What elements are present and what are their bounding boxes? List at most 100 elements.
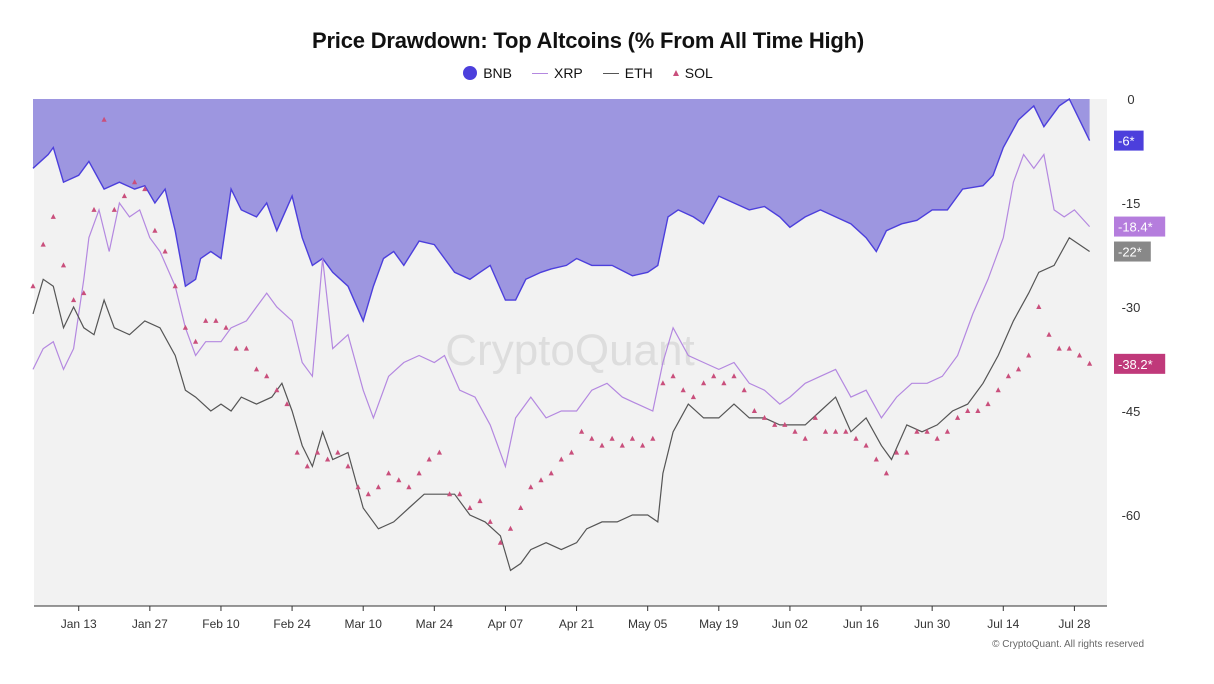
series-point-sol [121,193,127,199]
y-tick-label: 0 [1127,92,1134,107]
series-point-sol [670,373,676,379]
series-point-sol [650,435,656,441]
legend-marker-xrp [531,72,548,74]
x-tick-label: Jan 13 [61,617,97,631]
series-point-sol [579,428,585,434]
series-point-sol [853,435,859,441]
y-tick-label: -30 [1122,300,1141,315]
series-point-sol [172,283,178,289]
series-point-sol [558,456,564,462]
x-tick-label: Jun 02 [772,617,808,631]
legend-marker-sol [672,70,679,76]
y-tick-label: -15 [1122,196,1141,211]
legend-item-bnb[interactable]: BNB [463,65,512,81]
series-point-sol [152,227,158,233]
x-tick-label: Apr 07 [488,617,524,631]
y-tick-label: -45 [1122,404,1141,419]
legend-marker-eth [602,72,619,74]
series-point-sol [497,539,503,545]
series-point-sol [833,428,839,434]
series-point-sol [711,373,717,379]
series-point-sol [975,408,981,413]
series-point-sol [253,366,260,372]
series-point-sol [467,505,473,510]
series-point-sol [1046,331,1052,337]
series-point-sol [436,449,442,455]
series-point-sol [1036,304,1042,309]
series-point-sol [1087,360,1093,366]
series-point-sol [609,435,615,441]
series-point-sol [944,428,950,434]
series-point-sol [355,484,361,490]
series-point-sol [924,428,930,434]
x-tick-label: Mar 24 [416,617,454,631]
series-point-sol [81,290,87,296]
legend-item-xrp[interactable]: XRP [531,65,583,81]
series-point-sol [894,449,900,455]
series-point-sol [132,179,138,185]
series-point-sol [863,442,869,448]
series-point-sol [182,324,188,330]
x-tick-label: Jul 28 [1058,617,1090,631]
copyright-notice: © CryptoQuant. All rights reserved [992,639,1144,650]
series-point-sol [640,442,646,448]
series-point-sol [406,484,412,490]
x-tick-label: May 05 [628,617,668,631]
series-point-sol [335,449,341,455]
series-point-sol [995,387,1001,393]
series-point-sol [751,408,757,413]
legend-marker-bnb [463,66,478,80]
series-point-sol [518,505,524,510]
series-point-sol [386,470,392,476]
series-point-sol [792,428,798,434]
series-point-sol [101,116,107,122]
series-point-sol [71,297,77,303]
series-point-sol [965,408,971,413]
series-point-sol [487,518,493,524]
end-label-bg-eth [1114,241,1151,262]
series-line-bnb [32,97,1091,323]
series-point-sol [223,324,229,330]
series-point-sol [30,283,36,289]
end-label-xrp: -18.4* [1118,220,1153,235]
series-point-sol [741,387,747,393]
end-label-bg-xrp [1114,216,1166,237]
series-point-sol [162,248,168,254]
legend-label-bnb: BNB [483,65,512,81]
series-point-sol [680,387,686,393]
series-point-sol [60,262,67,268]
series-point-sol [568,449,575,455]
series-point-sol [914,428,920,434]
series-point-sol [365,491,371,497]
series-point-sol [243,345,249,351]
series-point-sol [345,463,351,469]
series-point-sol [955,414,961,420]
series-point-sol [325,456,331,462]
series-point-sol [772,421,778,427]
series-point-sol [660,380,666,386]
series-point-sol [619,442,625,448]
series-point-sol [843,428,849,434]
series-point-sol [1066,345,1072,351]
watermark: CryptoQuant [445,326,694,375]
series-point-sol [822,428,829,434]
series-point-sol [111,206,117,212]
series-point-sol [782,421,788,427]
series-point-sol [761,414,768,420]
series-point-sol [883,470,889,476]
x-tick-label: Feb 10 [202,617,240,631]
legend-item-sol[interactable]: SOL [672,65,713,81]
y-tick-label: -60 [1122,508,1141,523]
series-point-sol [1056,345,1062,351]
end-label-bnb: -6* [1118,134,1135,149]
series-point-sol [294,449,300,455]
legend-item-eth[interactable]: ETH [602,65,653,81]
chart-title: Price Drawdown: Top Altcoins (% From All… [311,28,865,53]
legend-label-sol: SOL [684,65,713,81]
legend-label-xrp: XRP [553,65,583,81]
series-point-sol [985,401,991,407]
x-tick-label: Mar 10 [345,617,383,631]
series-point-sol [904,449,910,455]
series-point-sol [193,338,199,344]
